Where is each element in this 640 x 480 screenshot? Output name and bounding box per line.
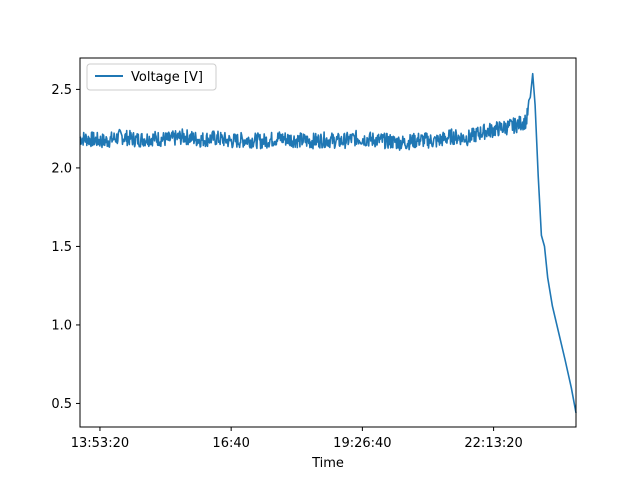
x-tick-label: 13:53:20 [71,436,129,451]
y-axis: 0.5 1.0 1.5 2.0 2.5 [51,83,80,412]
x-axis: 13:53:20 16:40 19:26:40 22:13:20 [71,427,523,451]
y-tick-label: 2.5 [51,83,72,98]
legend: Voltage [V] [86,63,217,91]
plot-frame [79,57,577,428]
plot-area [80,58,576,427]
series-line-voltage [79,72,577,414]
x-tick-label: 16:40 [212,436,249,451]
legend-label: Voltage [V] [131,70,203,85]
legend-box [86,63,217,91]
x-axis-title: Time [311,456,344,471]
y-tick-label: 2.0 [51,161,72,176]
y-tick-label: 1.5 [51,240,72,255]
series-layer [79,72,577,414]
x-tick-label: 22:13:20 [464,436,522,451]
y-tick-label: 1.0 [51,318,72,333]
y-tick-label: 0.5 [51,397,72,412]
x-tick-label: 19:26:40 [333,436,391,451]
